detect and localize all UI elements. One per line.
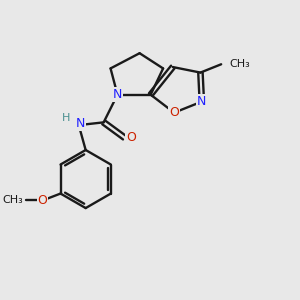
Text: O: O [38,194,47,207]
Text: O: O [169,106,179,119]
Text: N: N [76,117,85,130]
Text: N: N [197,95,206,108]
Text: CH₃: CH₃ [2,196,23,206]
Text: O: O [126,131,136,144]
Text: CH₃: CH₃ [230,59,250,69]
Text: H: H [62,113,70,123]
Text: N: N [113,88,122,101]
